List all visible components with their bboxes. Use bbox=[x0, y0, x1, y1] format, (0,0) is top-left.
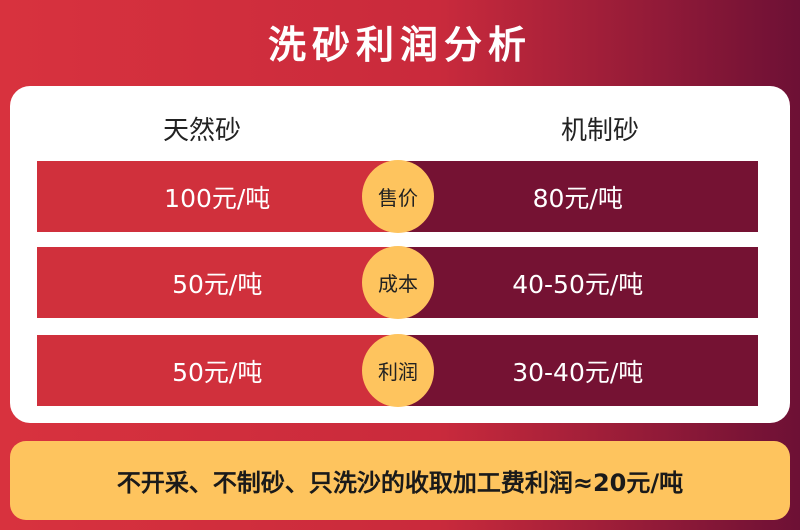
row-profit: 50元/吨 30-40元/吨 利润 bbox=[37, 334, 758, 407]
price-badge: 售价 bbox=[362, 160, 434, 233]
natural-profit: 50元/吨 bbox=[37, 335, 398, 406]
machine-cost: 40-50元/吨 bbox=[397, 247, 758, 318]
machine-profit: 30-40元/吨 bbox=[397, 335, 758, 406]
header-natural-sand: 天然砂 bbox=[162, 116, 241, 146]
natural-price: 100元/吨 bbox=[37, 161, 398, 232]
machine-price: 80元/吨 bbox=[397, 161, 758, 232]
row-cost: 50元/吨 40-50元/吨 成本 bbox=[37, 246, 758, 319]
profit-badge: 利润 bbox=[362, 334, 434, 407]
row-price: 100元/吨 80元/吨 售价 bbox=[37, 160, 758, 233]
header-machine-sand: 机制砂 bbox=[560, 116, 639, 146]
page-title: 洗砂利润分析 bbox=[267, 23, 532, 67]
footer-note: 不开采、不制砂、只洗沙的收取加工费利润≈20元/吨 bbox=[10, 441, 790, 520]
natural-cost: 50元/吨 bbox=[37, 247, 398, 318]
cost-badge: 成本 bbox=[362, 246, 434, 319]
